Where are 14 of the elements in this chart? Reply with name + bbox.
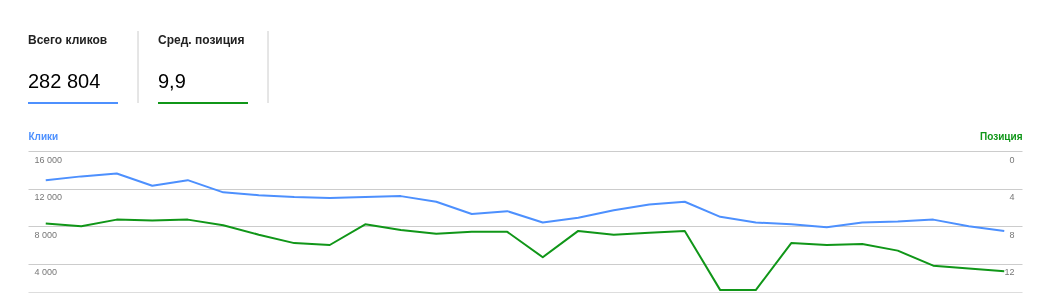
y2-tick-label: 0 — [1009, 154, 1015, 165]
y2-axis-title: Позиция — [980, 130, 1023, 142]
text: Сред. позиция — [158, 33, 245, 47]
y2-tick-label: 8 — [1009, 229, 1015, 240]
y-tick-label: 8 000 — [34, 229, 58, 240]
y-tick-label: 12 000 — [34, 192, 63, 203]
text: 9,9 — [158, 70, 186, 92]
y2-tick-label: 12 — [1004, 267, 1015, 278]
y-tick-label: 4 000 — [34, 267, 58, 278]
y-tick-label: 16 000 — [34, 154, 63, 165]
y2-tick-label: 4 — [1009, 192, 1015, 203]
text: 282 804 — [28, 70, 101, 92]
text: Всего кликов — [28, 33, 108, 47]
y-axis-title: Клики — [28, 130, 59, 142]
